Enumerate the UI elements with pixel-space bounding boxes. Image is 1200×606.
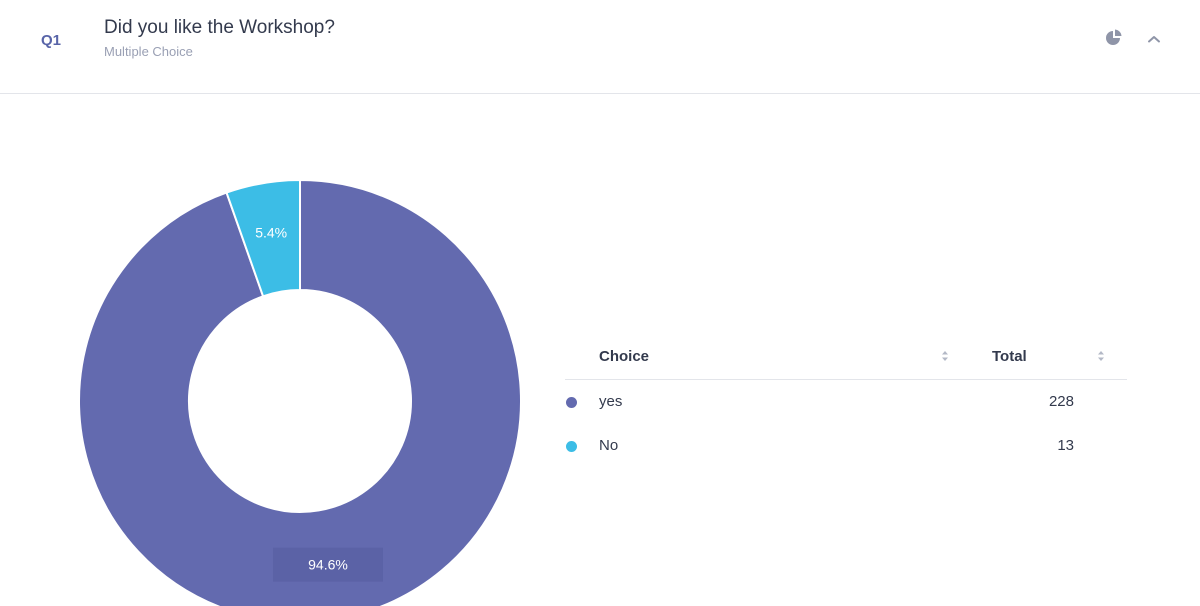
sort-choice-icon[interactable] <box>941 349 949 363</box>
question-number: Q1 <box>41 32 62 49</box>
choice-total: 228 <box>1048 393 1074 410</box>
slice-label-background <box>272 547 383 582</box>
donut-chart: 94.6% 5.4% <box>0 95 600 606</box>
legend-dot-yes <box>566 397 577 408</box>
question-title: Did you like the Workshop? <box>104 17 335 38</box>
choice-table: Choice Total yes 228 No 13 <box>565 335 1127 468</box>
sort-total-icon[interactable] <box>1097 349 1105 363</box>
donut-chart-svg: 94.6% 5.4% <box>78 178 522 606</box>
choice-label: yes <box>599 393 623 410</box>
slice-label-no: 5.4% <box>255 224 287 240</box>
donut-slice-no[interactable] <box>225 178 301 298</box>
total-column-header[interactable]: Total <box>992 348 1027 365</box>
choice-column-header[interactable]: Choice <box>599 348 650 365</box>
pie-chart-icon[interactable] <box>1104 28 1124 48</box>
question-type: Multiple Choice <box>104 44 193 59</box>
donut-slice-yes[interactable] <box>78 178 522 606</box>
table-row: No 13 <box>565 424 1127 468</box>
choice-total: 13 <box>1057 437 1074 454</box>
legend-dot-no <box>566 441 577 452</box>
table-header: Choice Total <box>565 335 1127 380</box>
question-header: Q1 Did you like the Workshop? Multiple C… <box>0 0 1200 94</box>
choice-label: No <box>599 437 619 454</box>
slice-label-yes: 94.6% <box>308 557 348 573</box>
table-row: yes 228 <box>565 380 1127 424</box>
chevron-up-icon[interactable] <box>1145 30 1163 48</box>
